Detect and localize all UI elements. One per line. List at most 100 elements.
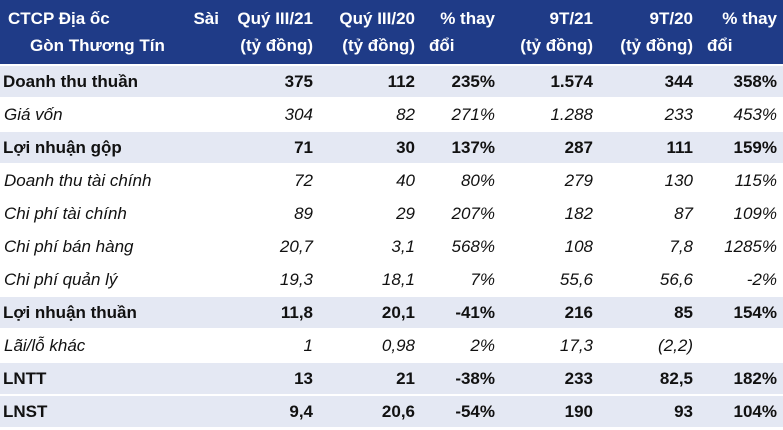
column-header-line1: % thay [440, 9, 495, 28]
value-cell: 30 [319, 132, 421, 165]
value-cell: 7,8 [599, 231, 699, 264]
table-row: Chi phí tài chính 89 29 207% 182 87 109% [0, 198, 783, 231]
column-header-q3-21: Quý III/21 (tỷ đồng) [225, 0, 319, 66]
value-cell: 154% [699, 297, 783, 330]
value-cell: 115% [699, 165, 783, 198]
value-cell: 453% [699, 99, 783, 132]
column-header-line1: 9T/21 [549, 9, 593, 28]
row-label: Chi phí tài chính [0, 198, 225, 231]
value-cell: 568% [421, 231, 501, 264]
table-row: Lợi nhuận thuần 11,8 20,1 -41% 216 85 154% [0, 297, 783, 330]
table-row: Lợi nhuận gộp 71 30 137% 287 111 159% [0, 132, 783, 165]
value-cell: 71 [225, 132, 319, 165]
table-row: LNST 9,4 20,6 -54% 190 93 104% [0, 396, 783, 429]
value-cell: 207% [421, 198, 501, 231]
row-label: Lãi/lỗ khác [0, 330, 225, 363]
value-cell: 159% [699, 132, 783, 165]
value-cell: 130 [599, 165, 699, 198]
column-header-line2: đổi [429, 36, 455, 55]
table-row: LNTT 13 21 -38% 233 82,5 182% [0, 363, 783, 396]
company-name-line1-right: Sài [193, 9, 219, 28]
value-cell: 1285% [699, 231, 783, 264]
column-header-9m-21: 9T/21 (tỷ đồng) [501, 0, 599, 66]
value-cell: 137% [421, 132, 501, 165]
row-label: Giá vốn [0, 99, 225, 132]
header-row: CTCP Địa ốc Sài Gòn Thương Tín Quý III/2… [0, 0, 783, 66]
table-row: Doanh thu tài chính 72 40 80% 279 130 115% [0, 165, 783, 198]
value-cell: 358% [699, 66, 783, 99]
column-header-9m-change: % thay đổi [699, 0, 783, 66]
table-row: Chi phí bán hàng 20,7 3,1 568% 108 7,8 1285% [0, 231, 783, 264]
value-cell [699, 330, 783, 363]
value-cell: 93 [599, 396, 699, 429]
value-cell: 1.574 [501, 66, 599, 99]
value-cell: 279 [501, 165, 599, 198]
column-header-q3-20: Quý III/20 (tỷ đồng) [319, 0, 421, 66]
table-row: Chi phí quản lý 19,3 18,1 7% 55,6 56,6 -2% [0, 264, 783, 297]
column-header-line2: (tỷ đồng) [342, 36, 415, 55]
value-cell: 108 [501, 231, 599, 264]
column-header-line2: (tỷ đồng) [240, 36, 313, 55]
value-cell: 216 [501, 297, 599, 330]
row-label: Chi phí quản lý [0, 264, 225, 297]
value-cell: 233 [501, 363, 599, 396]
value-cell: -41% [421, 297, 501, 330]
value-cell: 104% [699, 396, 783, 429]
value-cell: 19,3 [225, 264, 319, 297]
column-header-9m-20: 9T/20 (tỷ đồng) [599, 0, 699, 66]
value-cell: 304 [225, 99, 319, 132]
row-label: Lợi nhuận thuần [0, 297, 225, 330]
column-header-line2: đổi [707, 36, 733, 55]
value-cell: 375 [225, 66, 319, 99]
value-cell: -2% [699, 264, 783, 297]
value-cell: 2% [421, 330, 501, 363]
value-cell: 82,5 [599, 363, 699, 396]
value-cell: 182% [699, 363, 783, 396]
value-cell: 40 [319, 165, 421, 198]
value-cell: 1.288 [501, 99, 599, 132]
value-cell: 82 [319, 99, 421, 132]
value-cell: (2,2) [599, 330, 699, 363]
value-cell: 0,98 [319, 330, 421, 363]
company-name-line1: CTCP Địa ốc [8, 9, 110, 28]
table-body: Doanh thu thuần 375 112 235% 1.574 344 358% Giá… [0, 66, 783, 429]
value-cell: 344 [599, 66, 699, 99]
value-cell: 87 [599, 198, 699, 231]
value-cell: 20,7 [225, 231, 319, 264]
value-cell: 11,8 [225, 297, 319, 330]
value-cell: 112 [319, 66, 421, 99]
value-cell: 80% [421, 165, 501, 198]
company-name-header: CTCP Địa ốc Sài Gòn Thương Tín [0, 0, 225, 66]
value-cell: 56,6 [599, 264, 699, 297]
value-cell: -38% [421, 363, 501, 396]
column-header-line2: (tỷ đồng) [620, 36, 693, 55]
value-cell: 17,3 [501, 330, 599, 363]
row-label: Chi phí bán hàng [0, 231, 225, 264]
value-cell: 89 [225, 198, 319, 231]
row-label: Doanh thu thuần [0, 66, 225, 99]
value-cell: 1 [225, 330, 319, 363]
value-cell: 9,4 [225, 396, 319, 429]
row-label: Doanh thu tài chính [0, 165, 225, 198]
column-header-q-change: % thay đổi [421, 0, 501, 66]
value-cell: 85 [599, 297, 699, 330]
value-cell: 20,6 [319, 396, 421, 429]
value-cell: 20,1 [319, 297, 421, 330]
value-cell: 109% [699, 198, 783, 231]
value-cell: 29 [319, 198, 421, 231]
value-cell: 3,1 [319, 231, 421, 264]
value-cell: 18,1 [319, 264, 421, 297]
value-cell: 13 [225, 363, 319, 396]
value-cell: 111 [599, 132, 699, 165]
table-row: Doanh thu thuần 375 112 235% 1.574 344 358% [0, 66, 783, 99]
value-cell: 21 [319, 363, 421, 396]
value-cell: 235% [421, 66, 501, 99]
column-header-line1: 9T/20 [649, 9, 693, 28]
row-label: Lợi nhuận gộp [0, 132, 225, 165]
value-cell: 190 [501, 396, 599, 429]
value-cell: 7% [421, 264, 501, 297]
company-name-line2: Gòn Thương Tín [30, 36, 165, 55]
column-header-line1: % thay [722, 9, 777, 28]
row-label: LNST [0, 396, 225, 429]
